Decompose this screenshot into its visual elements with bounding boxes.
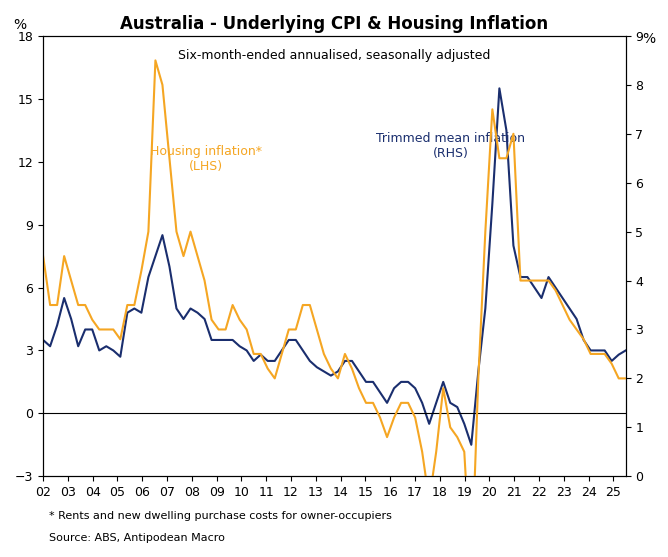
Y-axis label: %: %: [13, 17, 26, 32]
Text: * Rents and new dwelling purchase costs for owner-occupiers: * Rents and new dwelling purchase costs …: [49, 511, 392, 521]
Text: Six-month-ended annualised, seasonally adjusted: Six-month-ended annualised, seasonally a…: [178, 49, 490, 62]
Y-axis label: %: %: [643, 32, 655, 46]
Text: Trimmed mean inflation
(RHS): Trimmed mean inflation (RHS): [377, 132, 526, 160]
Title: Australia - Underlying CPI & Housing Inflation: Australia - Underlying CPI & Housing Inf…: [120, 15, 548, 33]
Text: Housing inflation*
(LHS): Housing inflation* (LHS): [150, 145, 263, 173]
Text: Source: ABS, Antipodean Macro: Source: ABS, Antipodean Macro: [49, 534, 225, 544]
